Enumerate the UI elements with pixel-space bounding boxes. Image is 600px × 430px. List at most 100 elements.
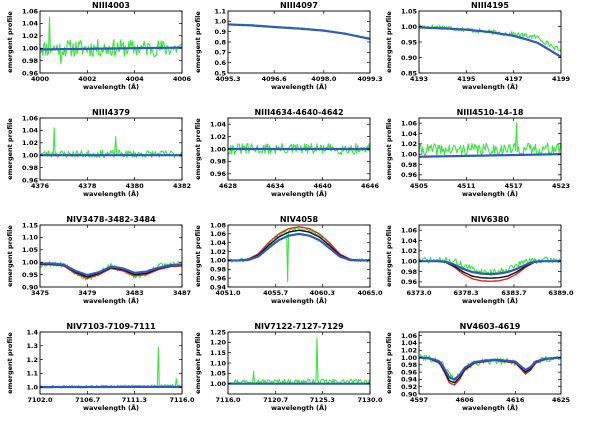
y-tick-label: 1.00: [210, 257, 227, 265]
x-tick-label: 4382: [173, 182, 191, 190]
y-tick-label: 1.05: [22, 246, 39, 254]
y-tick-label: 1.04: [210, 121, 227, 129]
plot-area: [228, 337, 370, 385]
y-tick-label: 0.9: [214, 28, 226, 36]
y-tick-label: 1.06: [22, 7, 39, 15]
y-tick-label: 0.98: [401, 268, 418, 276]
y-tick-label: 1.02: [22, 32, 38, 40]
y-tick-label: 1.25: [210, 328, 227, 336]
x-tick-label: 4378: [78, 182, 97, 190]
x-tick-label: 4616: [506, 396, 525, 404]
series-observed: [228, 337, 370, 385]
y-tick-label: 1.2: [26, 356, 38, 364]
panel-title: NIV4058: [280, 215, 319, 224]
y-tick-label: 1.00: [401, 23, 418, 31]
panel-niii4510-14-18: 4505 4511 4517 4523 0.96 0.98 1.00 1.02 1.04 1.06…: [385, 108, 570, 198]
x-tick-label: 4055.7: [263, 289, 288, 297]
series-model: [419, 153, 561, 158]
x-tick-label: 4000: [31, 75, 50, 83]
plot-frame: [418, 10, 562, 74]
x-tick-label: 4517: [505, 182, 523, 190]
y-tick-label: 0.94: [210, 283, 227, 291]
x-tick-label: 7111.3: [122, 396, 147, 404]
y-tick-label: 0.8: [214, 38, 226, 46]
y-tick-label: 0.95: [401, 38, 418, 46]
y-axis-label: emergent profile: [385, 11, 393, 73]
plot-frame: [39, 331, 183, 395]
y-tick-label: 0.96: [210, 170, 227, 178]
panel-niv4058: 4051.0 4055.7 4060.3 4065.0 0.940.960.981.00…: [194, 215, 383, 305]
y-tick-label: 1.15: [210, 349, 227, 357]
panel-niii4379: 4376 4378 4380 4382 0.96 0.98 1.00 1.02 1.04 1.06…: [6, 108, 191, 198]
y-tick-label: 1.02: [22, 139, 38, 147]
panel-title: NIV3478-3482-3484: [66, 215, 156, 224]
series-observed: [419, 122, 561, 157]
plot-frame: [418, 224, 562, 288]
x-tick-label: 7102.0: [27, 396, 53, 404]
y-tick-label: 0.96: [401, 278, 418, 286]
x-axis-label: wavelength (Å): [271, 403, 327, 412]
x-tick-label: 3487: [173, 289, 191, 297]
y-tick-label: 0.96: [22, 69, 39, 77]
y-tick-label: 1.06: [401, 226, 418, 234]
y-axis-label: emergent profile: [6, 11, 14, 73]
x-tick-label: 4095.3: [215, 75, 240, 83]
y-tick-label: 1.02: [401, 247, 417, 255]
y-axis-label: emergent profile: [6, 332, 14, 394]
panel-niv3478-3482-3484: 3475 3479 3483 3487 0.90 0.95 1.00 1.05 1.10 1.15…: [6, 215, 191, 305]
y-tick-label: 1.06: [210, 230, 227, 238]
y-tick-label: 1.1: [26, 370, 38, 378]
x-tick-label: 4060.3: [310, 289, 335, 297]
x-tick-label: 4195: [457, 75, 476, 83]
x-tick-label: 7116.0: [215, 396, 241, 404]
panel-title: NIII4195: [471, 1, 509, 10]
plot-area: [40, 346, 182, 389]
x-tick-label: 4099.3: [357, 75, 382, 83]
x-tick-label: 7130.0: [357, 396, 383, 404]
series-observed: [40, 127, 182, 159]
y-tick-label: 1.05: [210, 370, 227, 378]
x-tick-label: 4597: [410, 396, 428, 404]
y-tick-label: 0.96: [401, 368, 418, 376]
series-model-blue: [40, 262, 182, 277]
y-tick-label: 0.96: [22, 176, 39, 184]
x-tick-label: 4065.0: [357, 289, 383, 297]
y-tick-label: 0.98: [22, 164, 39, 172]
y-tick-label: 1.0: [26, 383, 38, 391]
panel-nv4603-4619: 4597 4606 4616 4625 0.900.920.940.960.981.00…: [385, 322, 571, 412]
x-axis-label: wavelength (Å): [462, 189, 518, 198]
y-tick-label: 0.96: [210, 274, 227, 282]
x-tick-label: 4640: [314, 182, 333, 190]
y-tick-label: 1.04: [210, 239, 227, 247]
x-tick-label: 4380: [126, 182, 145, 190]
y-tick-label: 1.1: [214, 7, 226, 15]
y-tick-label: 0.92: [401, 383, 417, 391]
x-tick-label: 7106.7: [75, 396, 100, 404]
x-axis-label: wavelength (Å): [83, 296, 139, 305]
y-tick-label: 1.02: [401, 140, 417, 148]
x-axis-label: wavelength (Å): [83, 403, 139, 412]
x-tick-label: 4628: [219, 182, 238, 190]
series-model-blue: [419, 260, 561, 276]
plot-frame: [39, 10, 183, 74]
x-tick-label: 4523: [552, 182, 570, 190]
plot-area: [228, 23, 370, 40]
y-tick-label: 1.00: [401, 257, 418, 265]
panel-niv7122-7127-7129: 7116.0 7120.7 7125.3 7130.0 1.00 1.05 1.10 1.15…: [194, 322, 383, 412]
y-tick-label: 0.85: [401, 69, 418, 77]
panel-title: NIV7122-7127-7129: [254, 322, 344, 331]
x-tick-label: 4634: [266, 182, 285, 190]
y-tick-label: 1.00: [401, 354, 418, 362]
plot-area: [40, 261, 182, 281]
x-axis-label: wavelength (Å): [462, 82, 518, 91]
x-tick-label: 4606: [456, 396, 475, 404]
y-tick-label: 1.08: [210, 221, 227, 229]
plot-area: [40, 16, 182, 65]
series-observed: [40, 346, 182, 389]
y-tick-label: 1.04: [22, 127, 39, 135]
panel-title: NV4603-4619: [460, 322, 521, 331]
panel-niii4097: 4095.3 4096.6 4098.0 4099.3 0.5 0.6 0.7 0.8 0.9 1…: [194, 1, 383, 91]
y-axis-label: emergent profile: [194, 225, 202, 287]
x-axis-label: wavelength (Å): [271, 296, 327, 305]
y-tick-label: 1.3: [26, 342, 38, 350]
